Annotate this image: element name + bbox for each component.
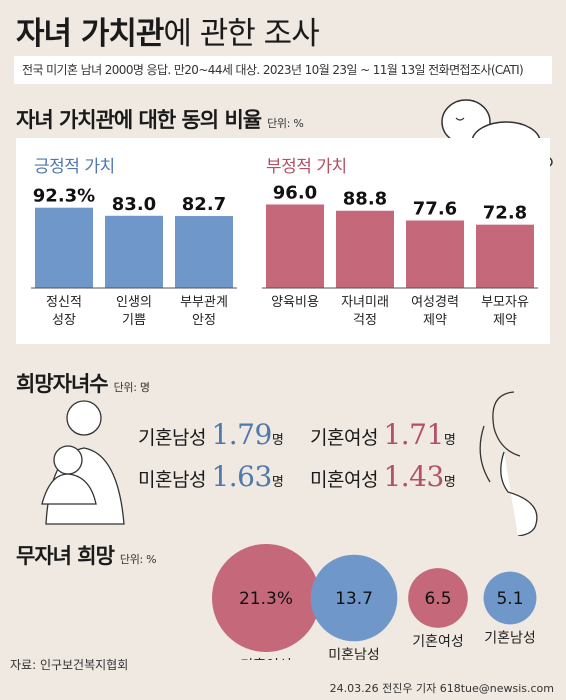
page-title: 자녀 가치관에 관한 조사 [16,16,320,52]
bar [35,207,93,288]
category-label: 걱정 [353,313,377,328]
section-title-agreement: 자녀 가치관에 대한 동의 비율 단위: % [16,108,304,132]
bubble [310,554,398,642]
bar-value-label: 92.3% [33,186,95,207]
bubble [483,571,537,625]
bubble-category-label: 기혼남성 [484,630,536,646]
section-title-desired-children: 희망자녀수 단위: 명 [16,372,150,396]
group-title-positive: 긍정적 가치 [34,157,115,177]
category-label: 정신적 [46,295,82,310]
bar-value-label: 82.7 [182,194,226,215]
credit-note: 24.03.26 전진우 기자 618tue@newsis.com [329,682,554,695]
bar [406,220,464,288]
bar-value-label: 83.0 [112,194,156,215]
category-label: 기쁨 [122,313,146,328]
category-label: 부모자유 [481,295,529,310]
source-note: 자료: 인구보건복지협회 [10,658,129,672]
category-label: 제약 [493,313,517,328]
group-title-negative: 부정적 가치 [266,157,347,177]
category-label: 제약 [423,313,447,328]
bar-value-label: 88.8 [343,189,387,210]
desired-children-married-male: 기혼남성 1.79명 [138,418,284,451]
unit-label: 단위: % [267,117,304,130]
bubble-category-label: 미혼여성 [240,658,292,660]
bar-value-label: 72.8 [483,203,527,224]
unit-label: 단위: 명 [113,381,150,394]
father-child-illustration [41,400,125,525]
bar [476,224,534,288]
bubble-value-label: 5.1 [496,589,523,609]
bubble-category-label: 기혼여성 [412,634,464,650]
bubble-value-label: 13.7 [335,589,373,609]
bar [175,216,233,288]
bubble-value-label: 6.5 [424,589,451,609]
unit-label: 단위: % [119,553,157,566]
survey-note: 전국 미기혼 남녀 2000명 응답. 만20~44세 대상. 2023년 10… [14,56,552,84]
bar [336,210,394,288]
category-label: 성장 [52,313,76,328]
bar-value-label: 96.0 [273,182,317,203]
desired-children-unmarried-male: 미혼남성 1.63명 [138,460,284,493]
bar [266,204,324,288]
section-title-childless: 무자녀 희망 단위: % [16,544,157,568]
bar [105,215,163,288]
category-label: 자녀미래 [341,295,389,310]
bar-value-label: 77.6 [413,198,457,219]
bubble [408,568,468,628]
childless-bubble-chart: 21.3% 미혼여성 13.7 미혼남성 6.5 기혼여성 5.1 기혼남성 [212,544,537,660]
category-label: 양육비용 [271,295,319,310]
category-label: 안정 [192,313,216,328]
pregnant-woman-illustration [479,391,538,536]
bubble-category-label: 미혼남성 [328,647,380,660]
category-label: 부부관계 [180,295,228,310]
category-label: 여성경력 [411,295,459,310]
bubble-value-label: 21.3% [239,589,293,609]
desired-children-married-female: 기혼여성 1.71명 [310,418,456,451]
desired-children-unmarried-female: 미혼여성 1.43명 [310,460,456,493]
bubble [212,544,320,652]
category-label: 인생의 [116,295,152,310]
